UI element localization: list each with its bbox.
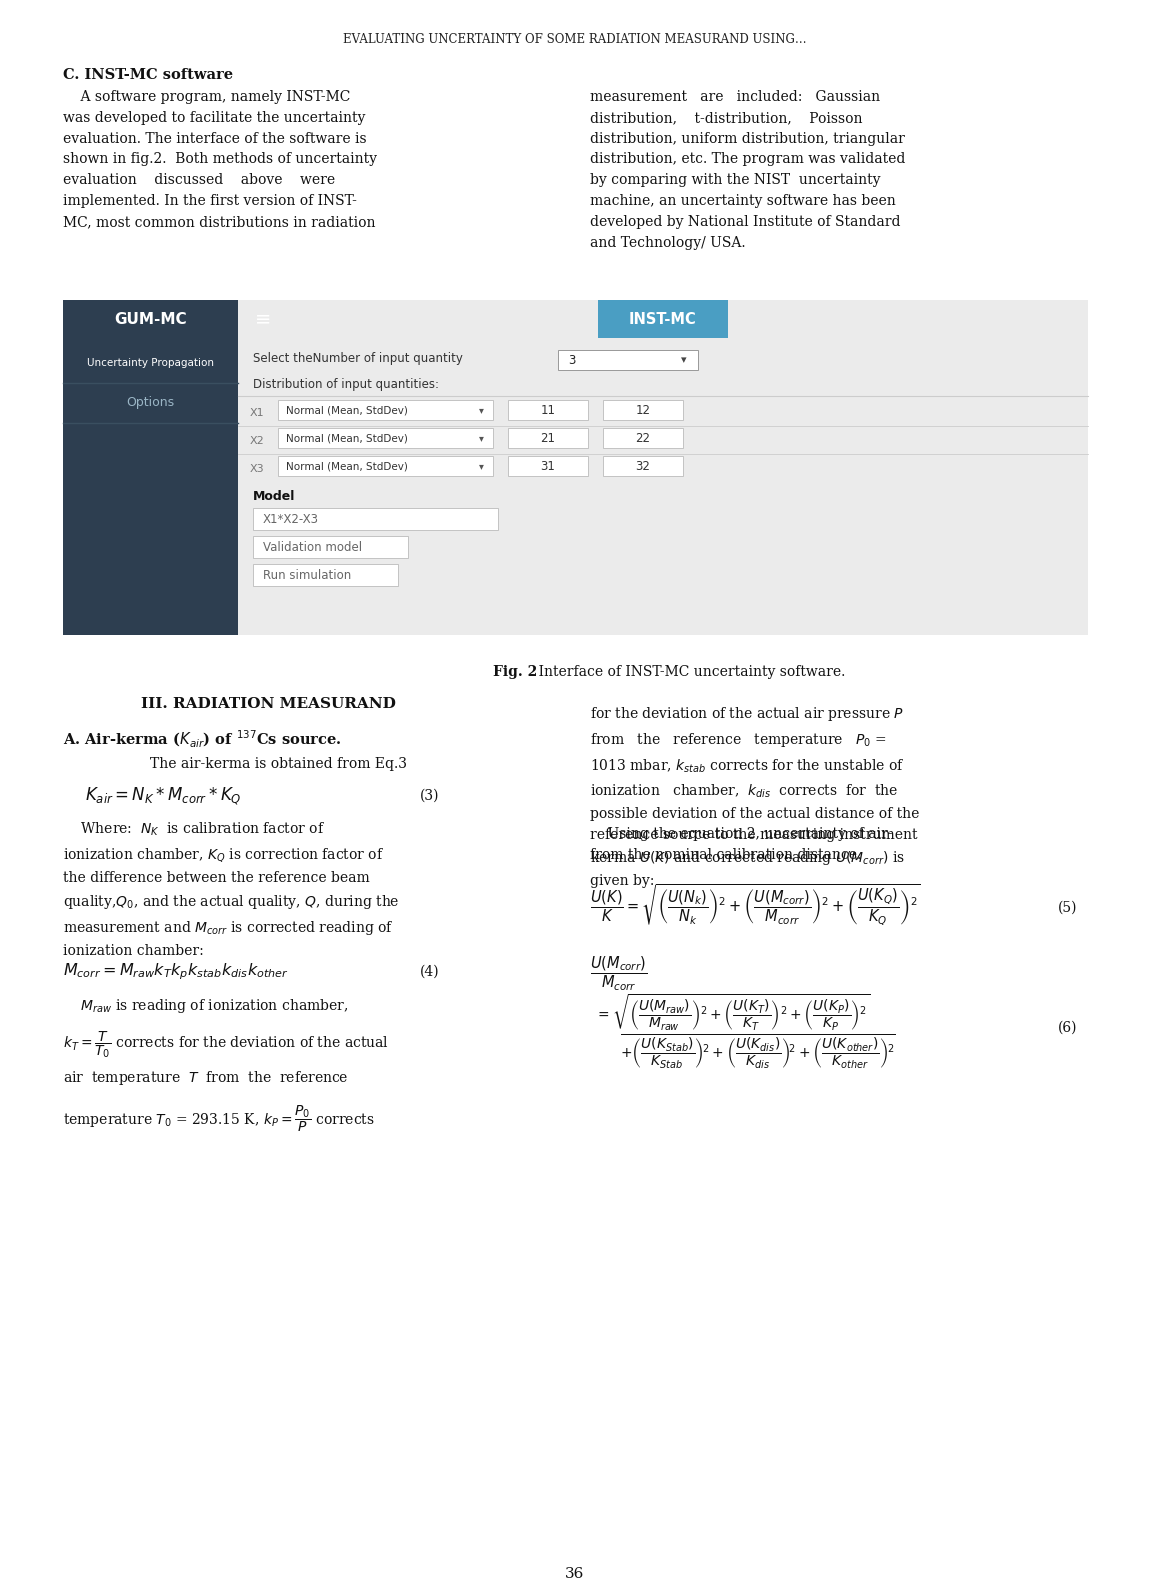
Text: A. Air-kerma ($K_{air}$) of $^{137}$Cs source.: A. Air-kerma ($K_{air}$) of $^{137}$Cs s… <box>63 728 342 751</box>
FancyBboxPatch shape <box>63 300 1088 634</box>
FancyBboxPatch shape <box>558 351 698 370</box>
FancyBboxPatch shape <box>253 508 498 529</box>
Text: $M_{corr} = M_{raw}k_Tk_pk_{stab}k_{dis}k_{other}$: $M_{corr} = M_{raw}k_Tk_pk_{stab}k_{dis}… <box>63 961 289 982</box>
Text: 22: 22 <box>635 432 650 445</box>
FancyBboxPatch shape <box>279 429 493 448</box>
Text: ▾: ▾ <box>479 405 483 414</box>
Text: X3: X3 <box>250 464 265 473</box>
Text: INST-MC: INST-MC <box>630 311 696 327</box>
Text: (5): (5) <box>1058 901 1077 915</box>
Text: (3): (3) <box>420 789 440 803</box>
FancyBboxPatch shape <box>603 429 683 448</box>
Text: measurement   are   included:   Gaussian
distribution,    t-distribution,    Poi: measurement are included: Gaussian distr… <box>590 89 906 250</box>
FancyBboxPatch shape <box>63 300 1088 338</box>
Text: $= \sqrt{\left(\dfrac{U(M_{raw})}{M_{raw}}\right)^2 + \left(\dfrac{U(K_T)}{K_T}\: $= \sqrt{\left(\dfrac{U(M_{raw})}{M_{raw… <box>595 993 870 1033</box>
Text: Normal (Mean, StdDev): Normal (Mean, StdDev) <box>285 461 407 470</box>
FancyBboxPatch shape <box>508 429 588 448</box>
FancyBboxPatch shape <box>253 564 398 587</box>
Text: X1: X1 <box>250 408 265 418</box>
Text: Using the equation 2, uncertainty of air-
kerma $U(K)$ and corrected reading $U(: Using the equation 2, uncertainty of air… <box>590 827 905 888</box>
Text: 12: 12 <box>635 403 650 416</box>
Text: 36: 36 <box>565 1567 585 1581</box>
Text: Where:  $N_K$  is calibration factor of
ionization chamber, $K_Q$ is correction : Where: $N_K$ is calibration factor of io… <box>63 821 399 958</box>
Text: . Interface of INST-MC uncertainty software.: . Interface of INST-MC uncertainty softw… <box>529 665 845 679</box>
Text: C. INST-MC software: C. INST-MC software <box>63 69 234 81</box>
Text: X2: X2 <box>250 437 265 446</box>
Text: $K_{air} = N_K * M_{corr} * K_Q$: $K_{air} = N_K * M_{corr} * K_Q$ <box>85 784 242 807</box>
Text: Fig. 2: Fig. 2 <box>493 665 538 679</box>
Text: Model: Model <box>253 489 296 504</box>
Text: $\dfrac{U(K)}{K} = \sqrt{\left(\dfrac{U(N_k)}{N_k}\right)^2 + \left(\dfrac{U(M_{: $\dfrac{U(K)}{K} = \sqrt{\left(\dfrac{U(… <box>590 883 921 928</box>
Text: Uncertainty Propagation: Uncertainty Propagation <box>87 359 214 368</box>
Text: $M_{raw}$ is reading of ionization chamber,
$k_T = \dfrac{T}{T_0}$ corrects for : $M_{raw}$ is reading of ionization chamb… <box>63 996 389 1133</box>
FancyBboxPatch shape <box>279 400 493 419</box>
Text: Normal (Mean, StdDev): Normal (Mean, StdDev) <box>285 434 407 443</box>
Text: 11: 11 <box>541 403 556 416</box>
Text: ▾: ▾ <box>479 434 483 443</box>
Text: 32: 32 <box>635 459 650 472</box>
Text: (4): (4) <box>420 964 440 979</box>
Text: 31: 31 <box>541 459 556 472</box>
Text: Distribution of input quantities:: Distribution of input quantities: <box>253 378 439 391</box>
Text: X1*X2-X3: X1*X2-X3 <box>262 513 319 526</box>
FancyBboxPatch shape <box>238 300 1088 634</box>
Text: Validation model: Validation model <box>262 540 363 553</box>
Text: EVALUATING UNCERTAINTY OF SOME RADIATION MEASURAND USING…: EVALUATING UNCERTAINTY OF SOME RADIATION… <box>343 33 807 46</box>
Text: Options: Options <box>127 395 175 410</box>
FancyBboxPatch shape <box>599 300 727 338</box>
FancyBboxPatch shape <box>279 456 493 477</box>
Text: 21: 21 <box>541 432 556 445</box>
Text: ≡: ≡ <box>254 309 272 328</box>
Text: Normal (Mean, StdDev): Normal (Mean, StdDev) <box>285 405 407 414</box>
Text: A software program, namely INST-MC
was developed to facilitate the uncertainty
e: A software program, namely INST-MC was d… <box>63 89 378 230</box>
FancyBboxPatch shape <box>508 400 588 419</box>
FancyBboxPatch shape <box>603 400 683 419</box>
Text: Select theNumber of input quantity: Select theNumber of input quantity <box>253 352 463 365</box>
Text: GUM-MC: GUM-MC <box>114 311 186 327</box>
Text: ▾: ▾ <box>479 461 483 470</box>
FancyBboxPatch shape <box>508 456 588 477</box>
Text: $\overline{+\left(\dfrac{U(K_{Stab})}{K_{Stab}}\right)^{\!2} + \left(\dfrac{U(K_: $\overline{+\left(\dfrac{U(K_{Stab})}{K_… <box>620 1033 895 1071</box>
Text: ▾: ▾ <box>681 355 687 365</box>
Text: (6): (6) <box>1058 1022 1077 1035</box>
Text: The air-kerma is obtained from Eq.3: The air-kerma is obtained from Eq.3 <box>150 757 407 771</box>
Text: Run simulation: Run simulation <box>262 569 351 582</box>
FancyBboxPatch shape <box>253 536 407 558</box>
Text: $\dfrac{U(M_{corr})}{M_{corr}}$: $\dfrac{U(M_{corr})}{M_{corr}}$ <box>590 955 648 993</box>
Text: for the deviation of the actual air pressure $P$
from   the   reference   temper: for the deviation of the actual air pres… <box>590 705 920 862</box>
FancyBboxPatch shape <box>63 300 238 634</box>
FancyBboxPatch shape <box>603 456 683 477</box>
Text: 3: 3 <box>567 354 576 367</box>
Text: III. RADIATION MEASURAND: III. RADIATION MEASURAND <box>140 697 396 711</box>
